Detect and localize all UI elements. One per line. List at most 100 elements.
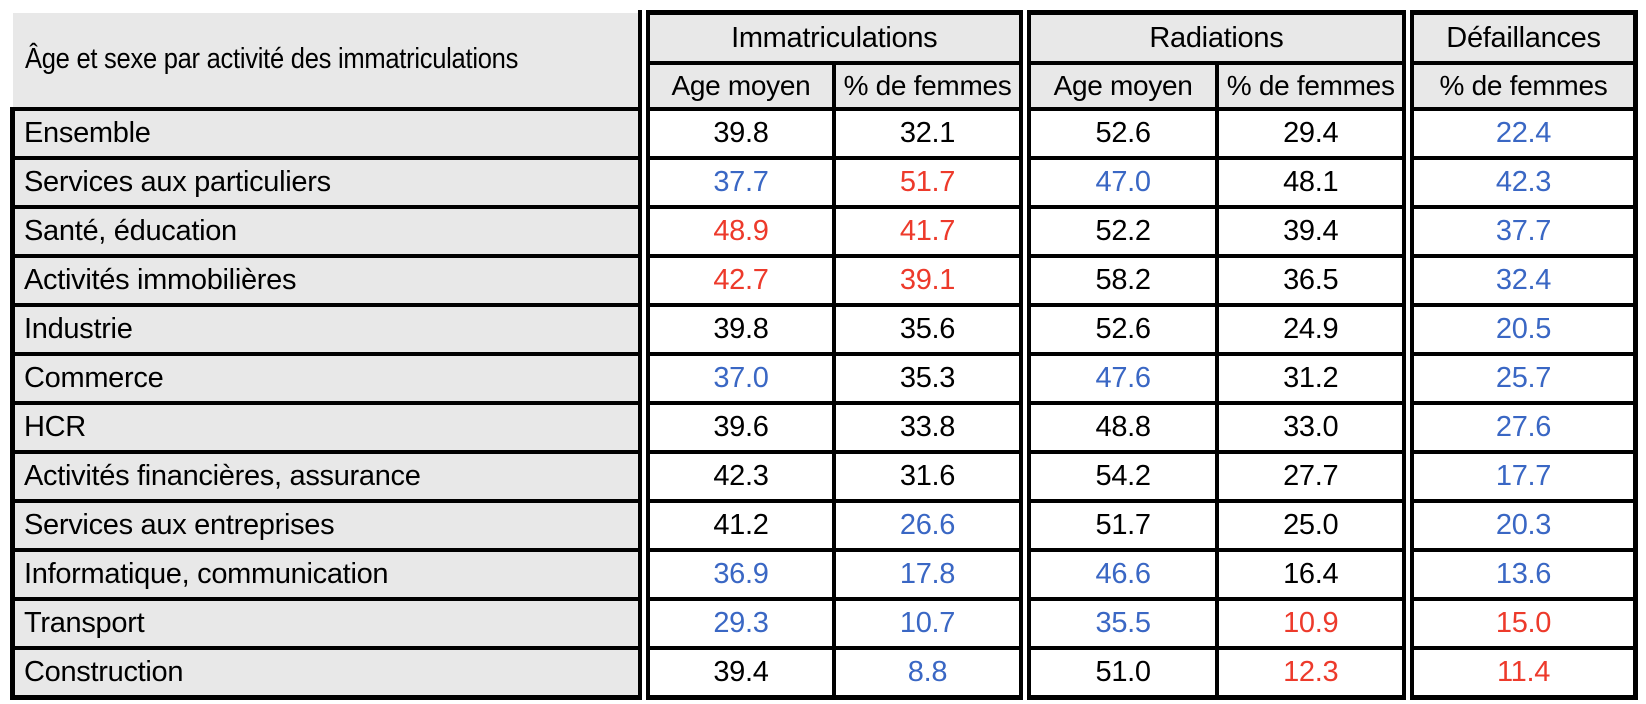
value-cell: 37.7 bbox=[1401, 205, 1638, 258]
table-row: Activités immobilières 42.7 39.1 58.2 36.5 32… bbox=[9, 254, 1638, 307]
table-title: Âge et sexe par activité des immatricula… bbox=[12, 12, 644, 109]
value-cell: 42.3 bbox=[637, 450, 837, 503]
value-cell: 42.7 bbox=[637, 254, 837, 307]
table-row: Commerce 37.0 35.3 47.6 31.2 25.7 bbox=[9, 352, 1638, 405]
row-label: Services aux entreprises bbox=[9, 499, 646, 552]
row-label: Activités immobilières bbox=[9, 254, 646, 307]
value-cell: 10.9 bbox=[1215, 597, 1410, 650]
value-cell: 32.1 bbox=[832, 107, 1027, 160]
value-cell: 35.6 bbox=[832, 303, 1027, 356]
value-cell: 39.6 bbox=[637, 401, 837, 454]
value-cell: 35.5 bbox=[1018, 597, 1220, 650]
table-row: Transport 29.3 10.7 35.5 10.9 15.0 bbox=[9, 597, 1638, 650]
value-cell: 12.3 bbox=[1215, 646, 1410, 700]
table-row: Services aux particuliers 37.7 51.7 47.0 48.… bbox=[9, 156, 1638, 209]
row-label: Activités financières, assurance bbox=[9, 450, 646, 503]
value-cell: 29.4 bbox=[1215, 107, 1410, 160]
row-label: Ensemble bbox=[9, 107, 646, 160]
value-cell: 20.5 bbox=[1401, 303, 1638, 356]
table-row: HCR 39.6 33.8 48.8 33.0 27.6 bbox=[9, 401, 1638, 454]
table-title-text: Âge et sexe par activité des immatricula… bbox=[24, 43, 518, 76]
value-cell: 58.2 bbox=[1018, 254, 1220, 307]
value-cell: 27.7 bbox=[1215, 450, 1410, 503]
row-label: Commerce bbox=[9, 352, 646, 405]
table-row: Ensemble 39.8 32.1 52.6 29.4 22.4 bbox=[9, 107, 1638, 160]
value-cell: 17.8 bbox=[832, 548, 1027, 601]
value-cell: 48.1 bbox=[1215, 156, 1410, 209]
value-cell: 33.8 bbox=[832, 401, 1027, 454]
value-cell: 46.6 bbox=[1018, 548, 1220, 601]
subheader-defaill-pct-femmes: % de femmes bbox=[1401, 61, 1638, 111]
table-header: Âge et sexe par activité des immatricula… bbox=[12, 10, 1638, 111]
value-cell: 36.5 bbox=[1215, 254, 1410, 307]
value-cell: 51.0 bbox=[1018, 646, 1220, 700]
group-header-defaillances: Défaillances bbox=[1401, 10, 1638, 65]
table-row: Services aux entreprises 41.2 26.6 51.7 25.0… bbox=[9, 499, 1638, 552]
value-cell: 29.3 bbox=[637, 597, 837, 650]
table-row: Construction 39.4 8.8 51.0 12.3 11.4 bbox=[9, 646, 1638, 700]
value-cell: 22.4 bbox=[1401, 107, 1638, 160]
value-cell: 11.4 bbox=[1401, 646, 1638, 700]
table-row: Santé, éducation 48.9 41.7 52.2 39.4 37.7 bbox=[9, 205, 1638, 258]
value-cell: 39.4 bbox=[637, 646, 837, 700]
row-label: Santé, éducation bbox=[9, 205, 646, 258]
row-label: Industrie bbox=[9, 303, 646, 356]
value-cell: 54.2 bbox=[1018, 450, 1220, 503]
row-label: Construction bbox=[9, 646, 646, 700]
subheader-immat-age-moyen: Age moyen bbox=[637, 61, 837, 111]
value-cell: 37.7 bbox=[637, 156, 837, 209]
value-cell: 25.7 bbox=[1401, 352, 1638, 405]
group-header-immatriculations: Immatriculations bbox=[637, 10, 1027, 65]
value-cell: 8.8 bbox=[832, 646, 1027, 700]
value-cell: 39.8 bbox=[637, 107, 837, 160]
row-label: Informatique, communication bbox=[9, 548, 646, 601]
value-cell: 35.3 bbox=[832, 352, 1027, 405]
subheader-row: Age moyen % de femmes Age moyen % de fem… bbox=[13, 61, 1638, 111]
value-cell: 33.0 bbox=[1215, 401, 1410, 454]
value-cell: 26.6 bbox=[832, 499, 1027, 552]
value-cell: 25.0 bbox=[1215, 499, 1410, 552]
table-row: Informatique, communication 36.9 17.8 46.6 1… bbox=[9, 548, 1638, 601]
value-cell: 42.3 bbox=[1401, 156, 1638, 209]
value-cell: 36.9 bbox=[637, 548, 837, 601]
subheader-immat-pct-femmes: % de femmes bbox=[832, 61, 1027, 111]
value-cell: 13.6 bbox=[1401, 548, 1638, 601]
table-body: Ensemble 39.8 32.1 52.6 29.4 22.4 Services aux… bbox=[9, 107, 1638, 700]
value-cell: 48.8 bbox=[1018, 401, 1220, 454]
value-cell: 39.4 bbox=[1215, 205, 1410, 258]
value-cell: 52.6 bbox=[1018, 303, 1220, 356]
table-row: Industrie 39.8 35.6 52.6 24.9 20.5 bbox=[9, 303, 1638, 356]
value-cell: 47.0 bbox=[1018, 156, 1220, 209]
value-cell: 39.1 bbox=[832, 254, 1027, 307]
stats-table: Âge et sexe par activité des immatricula… bbox=[9, 10, 1638, 700]
subheader-rad-pct-femmes: % de femmes bbox=[1215, 61, 1410, 111]
value-cell: 51.7 bbox=[832, 156, 1027, 209]
row-label: Transport bbox=[9, 597, 646, 650]
table-row: Activités financières, assurance 42.3 31.6… bbox=[9, 450, 1638, 503]
value-cell: 32.4 bbox=[1401, 254, 1638, 307]
value-cell: 41.7 bbox=[832, 205, 1027, 258]
value-cell: 41.2 bbox=[637, 499, 837, 552]
value-cell: 31.6 bbox=[832, 450, 1027, 503]
value-cell: 47.6 bbox=[1018, 352, 1220, 405]
value-cell: 17.7 bbox=[1401, 450, 1638, 503]
row-label: Services aux particuliers bbox=[9, 156, 646, 209]
value-cell: 52.2 bbox=[1018, 205, 1220, 258]
group-header-radiations: Radiations bbox=[1018, 10, 1410, 65]
value-cell: 20.3 bbox=[1401, 499, 1638, 552]
value-cell: 27.6 bbox=[1401, 401, 1638, 454]
value-cell: 37.0 bbox=[637, 352, 837, 405]
value-cell: 39.8 bbox=[637, 303, 837, 356]
value-cell: 51.7 bbox=[1018, 499, 1220, 552]
group-header-row: Âge et sexe par activité des immatricula… bbox=[12, 10, 1638, 109]
subheader-rad-age-moyen: Age moyen bbox=[1018, 61, 1220, 111]
value-cell: 24.9 bbox=[1215, 303, 1410, 356]
value-cell: 10.7 bbox=[832, 597, 1027, 650]
value-cell: 52.6 bbox=[1018, 107, 1220, 160]
row-label: HCR bbox=[9, 401, 646, 454]
value-cell: 31.2 bbox=[1215, 352, 1410, 405]
value-cell: 48.9 bbox=[637, 205, 837, 258]
value-cell: 16.4 bbox=[1215, 548, 1410, 601]
value-cell: 15.0 bbox=[1401, 597, 1638, 650]
